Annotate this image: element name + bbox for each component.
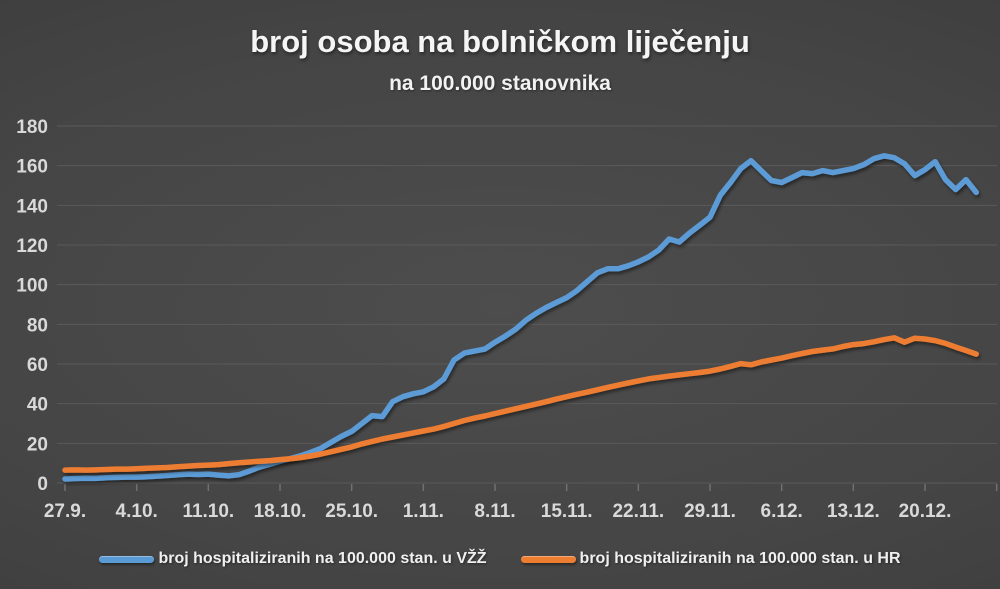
legend-swatch-vzz-icon xyxy=(99,555,155,563)
y-tick-label-80: 80 xyxy=(27,315,48,336)
y-axis-labels: 0 20 40 60 80 100 120 140 160 180 xyxy=(16,117,48,495)
gridlines xyxy=(57,125,997,484)
x-tick-label-1: 4.10. xyxy=(116,501,158,522)
y-tick-label-180: 180 xyxy=(16,117,48,138)
x-tick-label-5: 1.11. xyxy=(403,501,444,522)
x-tick-label-3: 18.10. xyxy=(254,501,307,522)
x-tick-label-4: 25.10. xyxy=(325,501,378,522)
x-tick-label-11: 13.12. xyxy=(827,501,880,522)
legend-label-hr: broj hospitaliziranih na 100.000 stan. u… xyxy=(579,550,901,567)
legend-item-hr: broj hospitaliziranih na 100.000 stan. u… xyxy=(520,550,901,568)
x-tick-label-2: 11.10. xyxy=(182,501,234,522)
y-tick-label-0: 0 xyxy=(37,474,48,495)
legend-label-vzz: broj hospitaliziranih na 100.000 stan. u… xyxy=(158,550,487,567)
x-tick-label-6: 8.11. xyxy=(474,501,515,522)
x-axis-labels: 27.9. 4.10. 11.10. 18.10. 25.10. 1.11. 8.11. 15… xyxy=(44,501,952,522)
y-tick-label-120: 120 xyxy=(16,236,48,257)
series-line-vzz xyxy=(62,153,979,482)
series-line-hr xyxy=(62,335,979,473)
y-tick-label-40: 40 xyxy=(27,395,48,416)
x-tick-label-0: 27.9. xyxy=(44,501,86,522)
y-tick-label-100: 100 xyxy=(16,276,48,297)
y-tick-label-20: 20 xyxy=(27,434,48,455)
x-tick-label-12: 20.12. xyxy=(899,501,952,522)
y-tick-label-140: 140 xyxy=(16,196,48,217)
x-tick-label-10: 6.12. xyxy=(761,501,803,522)
chart-title: broj osoba na bolničkom liječenju xyxy=(250,24,750,59)
series-lines xyxy=(62,153,979,482)
chart-subtitle: na 100.000 stanovnika xyxy=(389,72,611,95)
legend-item-vzz: broj hospitaliziranih na 100.000 stan. u… xyxy=(99,550,487,568)
legend: broj hospitaliziranih na 100.000 stan. u… xyxy=(0,540,1000,578)
legend-swatch-hr-icon xyxy=(520,555,576,563)
x-tick-label-8: 22.11. xyxy=(612,501,664,522)
axis-tick-marks xyxy=(64,484,998,491)
y-tick-label-160: 160 xyxy=(16,157,48,178)
y-tick-label-60: 60 xyxy=(27,355,48,376)
x-tick-label-7: 15.11. xyxy=(541,501,593,522)
x-tick-label-9: 29.11. xyxy=(684,501,736,522)
